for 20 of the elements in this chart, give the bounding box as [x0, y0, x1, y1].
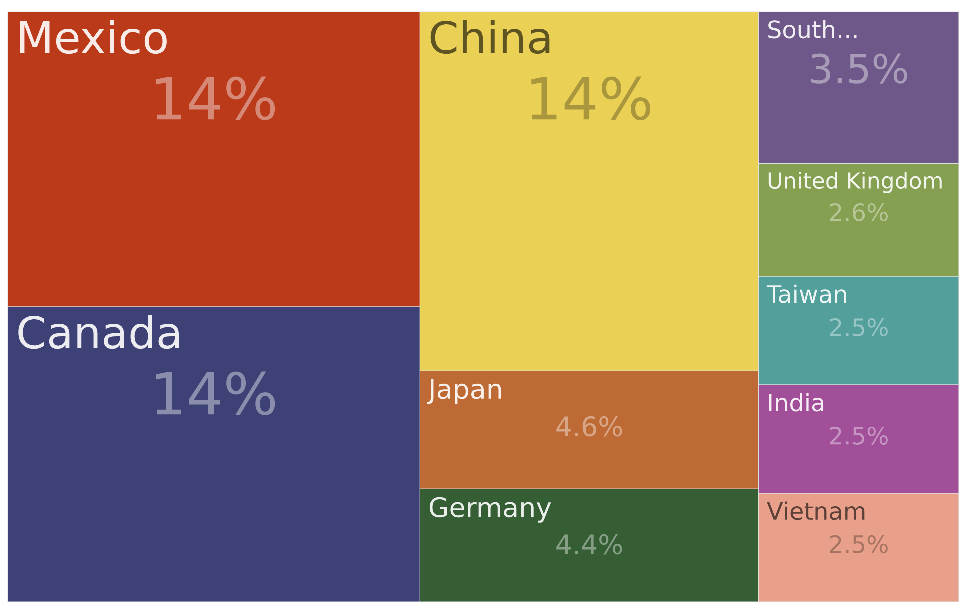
- category-label: Japan: [427, 379, 502, 405]
- data-label: 3.5%: [811, 54, 908, 84]
- category-label: Vietnam: [767, 502, 865, 520]
- category-label: Germany: [430, 497, 552, 523]
- data-label: 14%: [156, 372, 276, 416]
- category-label: Canada: [18, 315, 180, 350]
- category-label: China: [430, 20, 550, 54]
- category-label: South...: [768, 20, 857, 39]
- data-label: 4.6%: [556, 416, 622, 437]
- category-label: Mexico: [20, 20, 167, 54]
- data-label: 2.5%: [830, 426, 888, 445]
- category-label: United Kingdom: [768, 172, 942, 194]
- data-label: 4.4%: [556, 534, 622, 555]
- data-label: 2.6%: [830, 203, 888, 222]
- data-label: 2.5%: [830, 318, 888, 337]
- data-label: 2.5%: [830, 535, 888, 554]
- category-label: Taiwan: [766, 284, 846, 304]
- data-label: 14%: [156, 76, 276, 120]
- data-label: 14%: [532, 76, 650, 120]
- category-label: India: [769, 393, 824, 412]
